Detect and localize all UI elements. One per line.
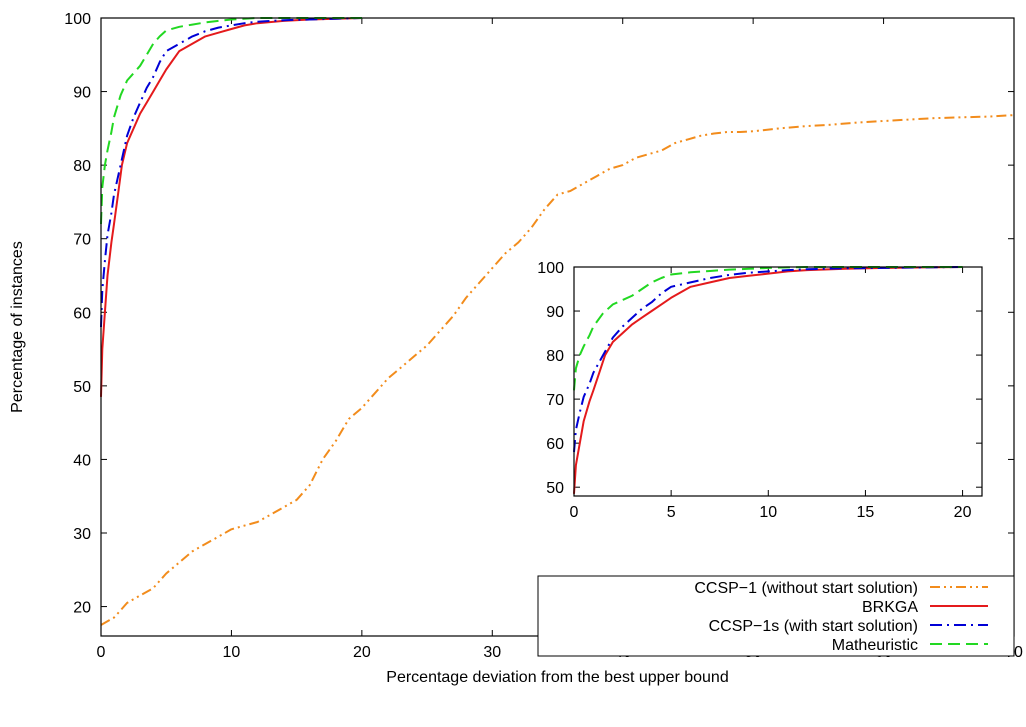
inset-background [574,267,982,496]
legend-box [537,575,1015,657]
inset-x-tick-label: 20 [954,504,972,521]
main-x-tick-label: 20 [353,644,371,661]
main-x-tick-label: 10 [223,644,241,661]
inset-y-tick-label: 80 [546,348,564,365]
inset-x-tick-label: 10 [759,504,777,521]
inset-series-line-1 [573,266,963,453]
inset-y-tick-label: 70 [546,392,564,409]
main-series-line-0 [100,114,1015,626]
inset-y-tick-label: 100 [537,260,564,277]
main-y-tick-label: 70 [73,232,91,249]
legend-label-0: CCSP−1 (without start solution) [694,580,918,597]
inset-y-tick-label: 90 [546,304,564,321]
inset-y-tick-label: 60 [546,436,564,453]
legend-label-3: Matheuristic [832,637,918,654]
inset-frame [573,266,983,497]
main-y-tick-label: 50 [73,379,91,396]
main-y-tick-label: 80 [73,158,91,175]
main-y-tick-label: 60 [73,305,91,322]
main-y-tick-label: 90 [73,85,91,102]
inset-y-tick-label: 50 [546,480,564,497]
main-series-line-2 [100,17,362,328]
inset-x-tick-label: 0 [570,504,579,521]
legend-label-1: BRKGA [862,599,918,616]
main-y-tick-label: 30 [73,526,91,543]
inset-plot: 0 5 10 15 20 50 60 70 80 90 100 [537,260,983,521]
main-x-axis-title: Percentage deviation from the best upper… [386,669,728,686]
legend-label-2: CCSP−1s (with start solution) [709,618,918,635]
main-series-line-1 [100,17,362,397]
main-x-tick-label: 30 [483,644,501,661]
legend: CCSP−1 (without start solution) BRKGA CCSP… [537,575,1015,657]
inset-x-tick-label: 15 [857,504,875,521]
inset-series-line-0 [573,266,963,494]
main-y-axis-title: Percentage of instances [9,241,26,413]
main-y-tick-label: 100 [64,11,91,28]
main-y-tick-label: 40 [73,452,91,469]
main-x-tick-label: 0 [97,644,106,661]
main-y-tick-label: 20 [73,600,91,617]
main-series-line-3 [100,17,362,225]
inset-x-tick-label: 5 [667,504,676,521]
